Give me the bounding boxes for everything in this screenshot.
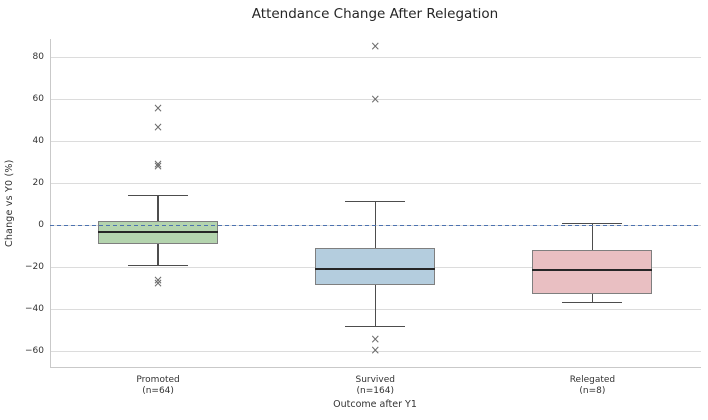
cap-upper-survived (345, 201, 406, 203)
outlier-marker-survived: × (370, 331, 381, 346)
cap-lower-relegated (562, 301, 623, 304)
outlier-marker-survived: × (370, 38, 381, 53)
gridline-y-40 (49, 141, 701, 143)
gridline-y-60 (49, 99, 701, 101)
chart-title: Attendance Change After Relegation (251, 6, 499, 22)
y-tick-label: 0 (38, 220, 44, 231)
whisker-lower-survived (374, 284, 376, 327)
whisker-upper-promoted (157, 195, 159, 222)
x-tick-label-promoted: Promoted (n=64) (88, 375, 228, 397)
gridline-y-80 (49, 57, 701, 59)
x-axis-label: Outcome after Y1 (333, 399, 417, 410)
left-spine (49, 39, 51, 368)
bottom-spine (49, 366, 701, 368)
cap-upper-promoted (128, 194, 189, 197)
y-axis-label: Change vs Y0 (%) (4, 159, 15, 247)
cap-upper-relegated (562, 223, 623, 225)
outlier-marker-promoted: × (153, 157, 164, 172)
outlier-marker-promoted: × (153, 100, 164, 115)
x-tick-label-survived: Survived (n=164) (305, 375, 445, 397)
category-label: Promoted (136, 374, 180, 385)
category-sublabel: (n=64) (142, 385, 174, 396)
outlier-marker-survived: × (370, 343, 381, 358)
box-relegated (532, 249, 653, 295)
whisker-upper-relegated (591, 223, 594, 250)
box-survived (315, 247, 436, 285)
median-relegated (532, 268, 653, 272)
gridline-y--60 (49, 351, 701, 353)
whisker-lower-promoted (157, 244, 159, 266)
y-tick-label: −40 (25, 304, 44, 315)
median-promoted (98, 230, 219, 234)
y-tick-label: −60 (25, 346, 44, 357)
category-sublabel: (n=8) (579, 385, 606, 396)
median-survived (315, 267, 436, 271)
cap-lower-survived (345, 325, 406, 328)
outlier-marker-promoted: × (153, 119, 164, 134)
category-label: Survived (355, 374, 396, 385)
outlier-marker-promoted: × (153, 276, 164, 291)
outlier-marker-promoted: × (153, 272, 164, 287)
cap-lower-promoted (128, 265, 189, 267)
y-tick-label: 40 (32, 136, 44, 147)
category-sublabel: (n=164) (356, 385, 394, 396)
outlier-marker-promoted: × (153, 158, 164, 173)
category-label: Relegated (569, 374, 616, 385)
whisker-upper-survived (374, 201, 376, 248)
outlier-marker-survived: × (370, 92, 381, 107)
zero-reference-line (49, 225, 701, 227)
y-tick-label: 80 (32, 52, 44, 63)
y-tick-label: 20 (32, 178, 44, 189)
y-tick-label: −20 (25, 262, 44, 273)
gridline-y-20 (49, 183, 701, 185)
x-tick-label-relegated: Relegated (n=8) (522, 375, 662, 397)
y-tick-label: 60 (32, 94, 44, 105)
whisker-lower-relegated (591, 294, 594, 303)
